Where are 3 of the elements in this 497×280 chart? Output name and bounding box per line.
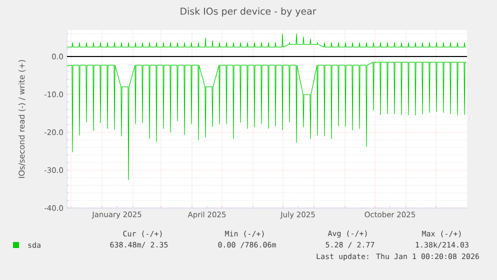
line-series — [66, 33, 466, 48]
chart-title: Disk IOs per device - by year — [180, 7, 316, 17]
line-series — [66, 62, 466, 180]
